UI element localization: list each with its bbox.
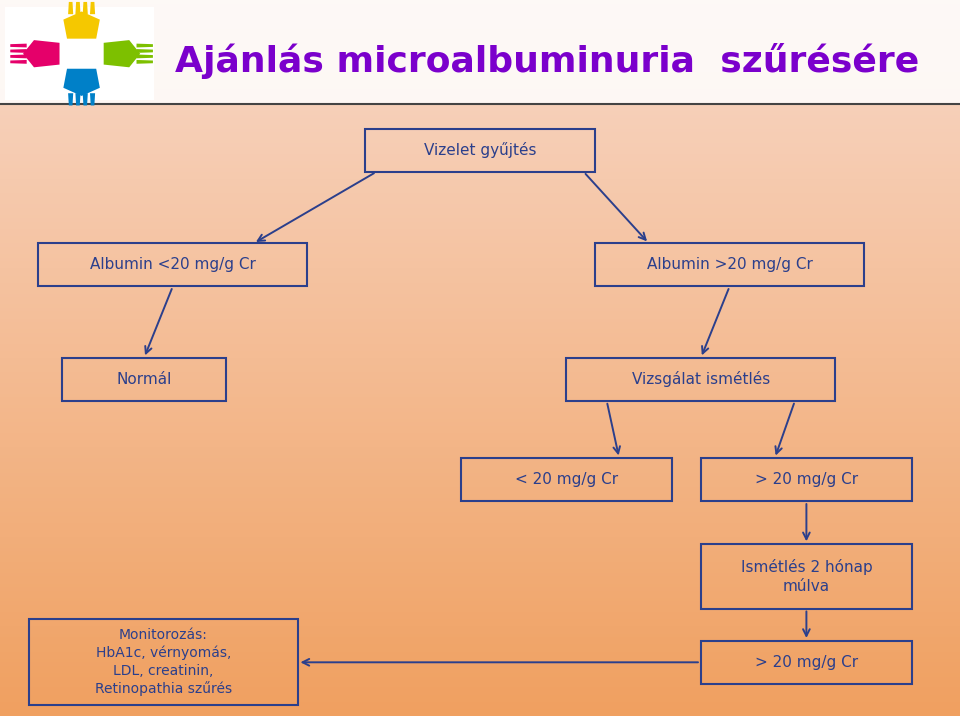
FancyBboxPatch shape <box>5 7 154 100</box>
Polygon shape <box>76 93 81 105</box>
Text: Albumin >20 mg/g Cr: Albumin >20 mg/g Cr <box>647 258 812 272</box>
Polygon shape <box>63 69 100 96</box>
Polygon shape <box>136 54 153 58</box>
Text: > 20 mg/g Cr: > 20 mg/g Cr <box>755 473 858 487</box>
Polygon shape <box>23 40 60 67</box>
Polygon shape <box>68 93 73 105</box>
Text: < 20 mg/g Cr: < 20 mg/g Cr <box>515 473 618 487</box>
Polygon shape <box>68 2 73 14</box>
FancyBboxPatch shape <box>0 0 960 104</box>
Polygon shape <box>11 54 27 58</box>
Polygon shape <box>136 44 153 47</box>
Polygon shape <box>90 2 95 14</box>
Polygon shape <box>136 60 153 64</box>
Polygon shape <box>11 44 27 47</box>
Text: Ismétlés 2 hónap
múlva: Ismétlés 2 hónap múlva <box>740 559 873 594</box>
Text: Vizsgálat ismétlés: Vizsgálat ismétlés <box>632 372 770 387</box>
Text: Monitorozás:
HbA1c, vérnyomás,
LDL, creatinin,
Retinopathia szűrés: Monitorozás: HbA1c, vérnyomás, LDL, crea… <box>95 629 231 696</box>
Text: > 20 mg/g Cr: > 20 mg/g Cr <box>755 655 858 669</box>
Polygon shape <box>83 93 87 105</box>
Text: Normál: Normál <box>116 372 172 387</box>
Text: Albumin <20 mg/g Cr: Albumin <20 mg/g Cr <box>90 258 255 272</box>
Polygon shape <box>104 40 140 67</box>
Polygon shape <box>76 2 81 14</box>
Polygon shape <box>90 93 95 105</box>
Polygon shape <box>11 49 27 53</box>
Polygon shape <box>63 11 100 39</box>
Text: Ajánlás microalbuminuria  szűrésére: Ajánlás microalbuminuria szűrésére <box>175 43 920 79</box>
Text: Vizelet gyűjtés: Vizelet gyűjtés <box>423 142 537 158</box>
Polygon shape <box>11 60 27 64</box>
Polygon shape <box>136 49 153 53</box>
Polygon shape <box>83 2 87 14</box>
